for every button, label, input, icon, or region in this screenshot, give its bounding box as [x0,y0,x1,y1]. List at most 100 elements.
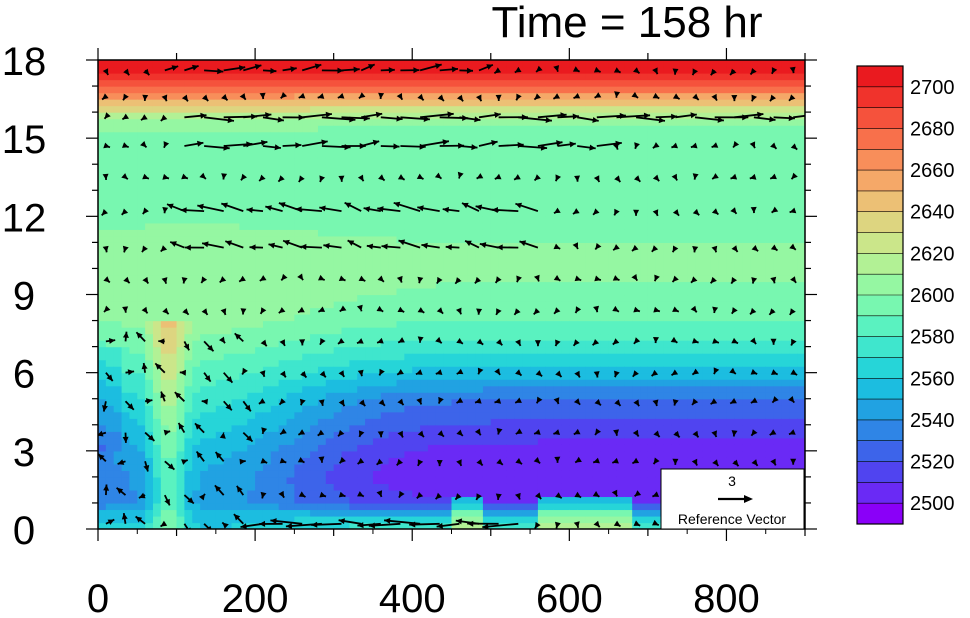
field-cell [239,353,248,361]
field-cell [420,502,429,511]
field-cell [152,405,162,413]
field-cell [412,476,421,484]
field-cell [561,248,570,257]
field-cell [616,457,625,465]
field-cell [569,346,578,354]
field-cell [152,183,162,191]
field-cell [262,86,272,94]
field-cell [380,125,390,133]
field-cell [490,463,500,471]
field-cell [325,444,335,452]
field-cell [176,496,186,504]
field-cell [632,99,641,107]
field-cell [506,333,515,341]
field-cell [215,222,225,230]
field-cell [443,470,453,478]
field-cell [176,301,186,309]
field-cell [176,105,186,113]
field-cell [490,483,500,491]
field-cell [200,86,209,94]
field-cell [427,457,437,465]
field-cell [184,268,193,276]
field-cell [475,287,484,296]
field-cell [137,509,146,517]
field-cell [200,411,209,419]
field-cell [207,92,217,100]
field-cell [530,346,539,354]
field-cell [490,502,500,511]
field-cell [113,229,123,237]
field-cell [302,476,311,484]
field-cell [325,112,335,120]
field-cell [152,105,162,113]
field-cell [396,183,405,191]
field-cell [176,431,186,439]
field-cell [192,320,201,328]
field-cell [341,248,350,257]
field-cell [357,183,366,191]
field-cell [585,470,594,478]
field-cell [592,60,602,68]
field-cell [514,314,523,322]
field-cell [207,398,217,406]
field-cell [616,86,625,94]
field-cell [522,73,531,81]
field-cell [200,444,209,452]
field-cell [317,418,327,426]
field-cell [333,431,343,439]
field-cell [145,99,154,107]
field-cell [451,470,460,478]
field-cell [608,307,618,315]
field-cell [420,274,429,283]
field-cell [317,405,327,413]
field-cell [522,424,531,432]
field-cell [388,327,398,335]
field-cell [420,509,429,517]
field-cell [624,483,633,491]
field-cell [341,112,350,120]
field-cell [325,86,335,94]
field-cell [451,99,460,107]
field-cell [160,60,170,68]
field-cell [569,105,578,113]
field-cell [113,489,123,498]
field-cell [561,372,570,380]
field-cell [129,164,138,172]
field-cell [247,366,256,374]
field-cell [545,470,555,478]
field-cell [137,131,146,139]
field-cell [200,105,209,113]
field-cell [530,229,539,237]
field-cell [255,372,264,380]
field-cell [105,398,115,406]
field-cell [176,177,186,185]
field-cell [427,118,437,126]
field-cell [490,392,500,400]
field-cell [302,248,311,257]
field-cell [333,294,343,302]
field-cell [490,294,500,302]
field-cell [404,353,413,361]
field-cell [577,118,586,126]
field-cell [160,333,170,341]
field-cell [514,327,523,335]
field-cell [200,144,209,152]
field-cell [317,60,327,68]
field-cell [506,125,515,133]
field-cell [522,359,531,367]
field-cell [184,444,193,452]
field-cell [168,209,178,217]
field-cell [522,183,531,191]
field-cell [530,489,539,498]
field-cell [137,327,146,335]
field-cell [223,79,233,87]
field-cell [317,196,327,204]
field-cell [537,164,547,172]
field-cell [223,170,233,178]
field-cell [585,411,594,419]
field-cell [262,248,272,257]
field-cell [388,144,398,152]
field-cell [121,476,131,484]
field-cell [624,190,633,198]
field-cell [522,385,531,393]
